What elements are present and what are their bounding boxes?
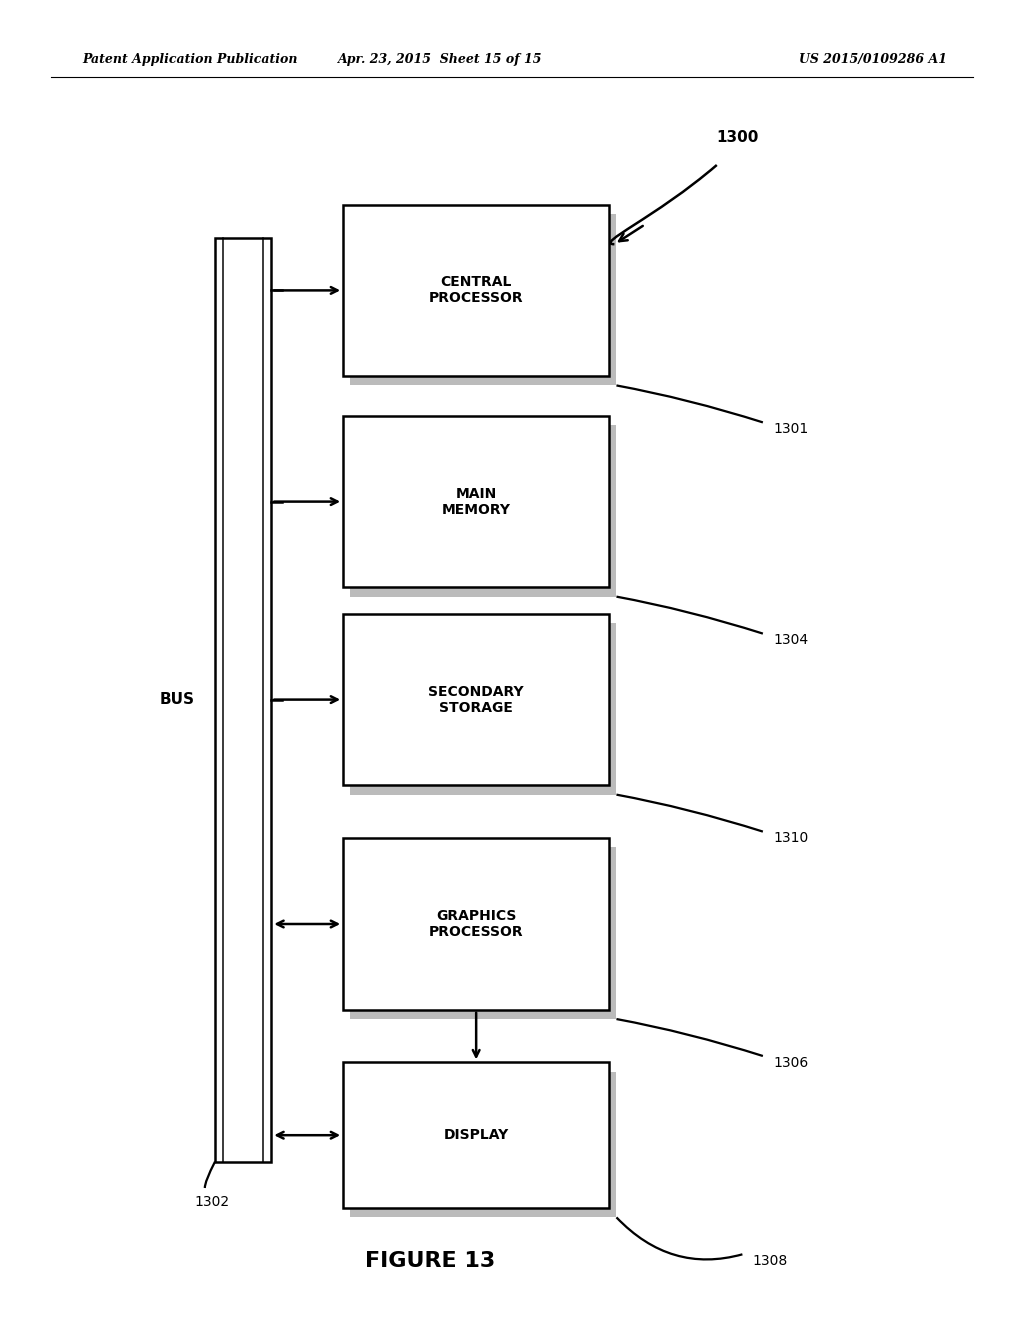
Bar: [350, 623, 616, 795]
Text: CENTRAL
PROCESSOR: CENTRAL PROCESSOR: [429, 276, 523, 305]
Bar: [343, 1063, 609, 1208]
Text: MAIN
MEMORY: MAIN MEMORY: [441, 487, 511, 516]
Bar: [350, 425, 616, 597]
Bar: [343, 416, 609, 587]
Text: Apr. 23, 2015  Sheet 15 of 15: Apr. 23, 2015 Sheet 15 of 15: [338, 53, 543, 66]
Bar: [350, 214, 616, 385]
Text: US 2015/0109286 A1: US 2015/0109286 A1: [799, 53, 947, 66]
Text: BUS: BUS: [160, 692, 195, 708]
Text: GRAPHICS
PROCESSOR: GRAPHICS PROCESSOR: [429, 909, 523, 939]
Text: 1302: 1302: [195, 1195, 229, 1209]
Bar: [350, 1072, 616, 1217]
Text: 1300: 1300: [716, 131, 759, 145]
Text: Patent Application Publication: Patent Application Publication: [82, 53, 297, 66]
Bar: [343, 614, 609, 785]
Bar: [343, 838, 609, 1010]
Text: 1308: 1308: [753, 1254, 787, 1269]
Text: DISPLAY: DISPLAY: [443, 1129, 509, 1142]
Text: FIGURE 13: FIGURE 13: [365, 1250, 496, 1271]
Bar: [350, 847, 616, 1019]
Bar: [343, 205, 609, 376]
Text: 1306: 1306: [773, 1056, 808, 1069]
Text: SECONDARY
STORAGE: SECONDARY STORAGE: [428, 685, 524, 714]
Text: 1310: 1310: [773, 832, 808, 845]
Text: 1301: 1301: [773, 422, 808, 436]
Text: 1304: 1304: [773, 634, 808, 647]
Bar: [215, 238, 271, 1162]
